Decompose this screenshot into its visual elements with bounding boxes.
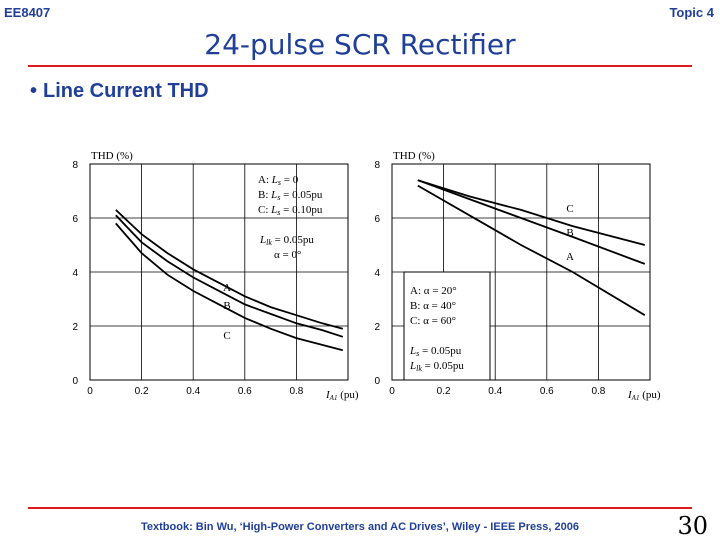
slide-title: 24-pulse SCR Rectifier <box>204 28 516 61</box>
chart2-legend-box <box>403 271 491 381</box>
chart2-series-A <box>417 184 646 316</box>
chart1-curve-label-0: A <box>223 282 231 294</box>
bullet-item: • Line Current THD <box>30 80 209 103</box>
chart1-legend-b: B: Ls = 0.05pu <box>258 189 323 202</box>
chart2-ytick-1: 2 <box>374 322 380 333</box>
chart2-xtick-0: 0 <box>389 386 395 397</box>
bullet-dot: • <box>30 80 38 102</box>
chart1-ylabel: THD (%) <box>91 150 133 162</box>
chart1-ytick-4: 8 <box>72 160 78 171</box>
chart1-ytick-3: 6 <box>72 214 78 225</box>
top-divider <box>28 65 692 67</box>
chart1-legend-a: A: Ls = 0 <box>258 174 299 187</box>
chart2-xtick-1: 0.2 <box>437 386 451 397</box>
chart2-xtick-4: 0.8 <box>591 386 605 397</box>
chart2-curve-label-0: C <box>566 203 573 215</box>
chart1-xtick-2: 0.4 <box>186 386 200 397</box>
chart2-xlabel: IA1 (pu) <box>627 389 661 402</box>
chart2-legend-note1: Ls = 0.05pu <box>409 345 462 358</box>
chart1-curve-label-2: C <box>223 330 230 342</box>
chart1-ytick-2: 4 <box>72 268 78 279</box>
chart1-ytick-1: 2 <box>72 322 78 333</box>
chart1-xtick-1: 0.2 <box>135 386 149 397</box>
citation: Textbook: Bin Wu, ‘High-Power Converters… <box>141 521 579 533</box>
chart2-legend-note2: Llk = 0.05pu <box>409 360 464 373</box>
chart1-legend-c: C: Ls = 0.10pu <box>258 204 323 217</box>
chart2-series-B <box>417 179 646 265</box>
chart2-curve-label-1: B <box>566 227 573 239</box>
chart1-ytick-0: 0 <box>72 376 78 387</box>
chart1-series-B <box>115 214 344 338</box>
chart1-legend-note2: α = 0° <box>274 249 301 261</box>
chart2-legend-b: B: α = 40° <box>410 300 456 312</box>
chart1-xtick-4: 0.8 <box>289 386 303 397</box>
chart2-series-C <box>417 179 646 246</box>
bottom-divider <box>28 507 692 509</box>
chart2-ytick-4: 8 <box>374 160 380 171</box>
chart1-curve-label-1: B <box>223 300 230 312</box>
page-number: 30 <box>677 512 708 540</box>
chart1-xtick-3: 0.6 <box>238 386 252 397</box>
chart2-ytick-2: 4 <box>374 268 380 279</box>
chart2-xtick-3: 0.6 <box>540 386 554 397</box>
chart1-series-A <box>115 209 344 330</box>
chart2-ylabel: THD (%) <box>393 150 435 162</box>
bullet-text: Line Current THD <box>43 80 209 102</box>
chart2-xtick-2: 0.4 <box>488 386 502 397</box>
chart2-ytick-3: 6 <box>374 214 380 225</box>
chart2-ytick-0: 0 <box>374 376 380 387</box>
chart2-legend-a: A: α = 20° <box>410 285 457 297</box>
topic-label: Topic 4 <box>669 5 714 20</box>
chart2-curve-label-2: A <box>566 251 574 263</box>
chart1-xtick-0: 0 <box>87 386 93 397</box>
chart2-legend-c: C: α = 60° <box>410 315 456 327</box>
chart1-legend-note1: Llk = 0.05pu <box>259 234 314 247</box>
course-code: EE8407 <box>4 5 51 20</box>
chart1-xlabel: IA1 (pu) <box>325 389 359 402</box>
chart1-series-C <box>115 222 344 352</box>
